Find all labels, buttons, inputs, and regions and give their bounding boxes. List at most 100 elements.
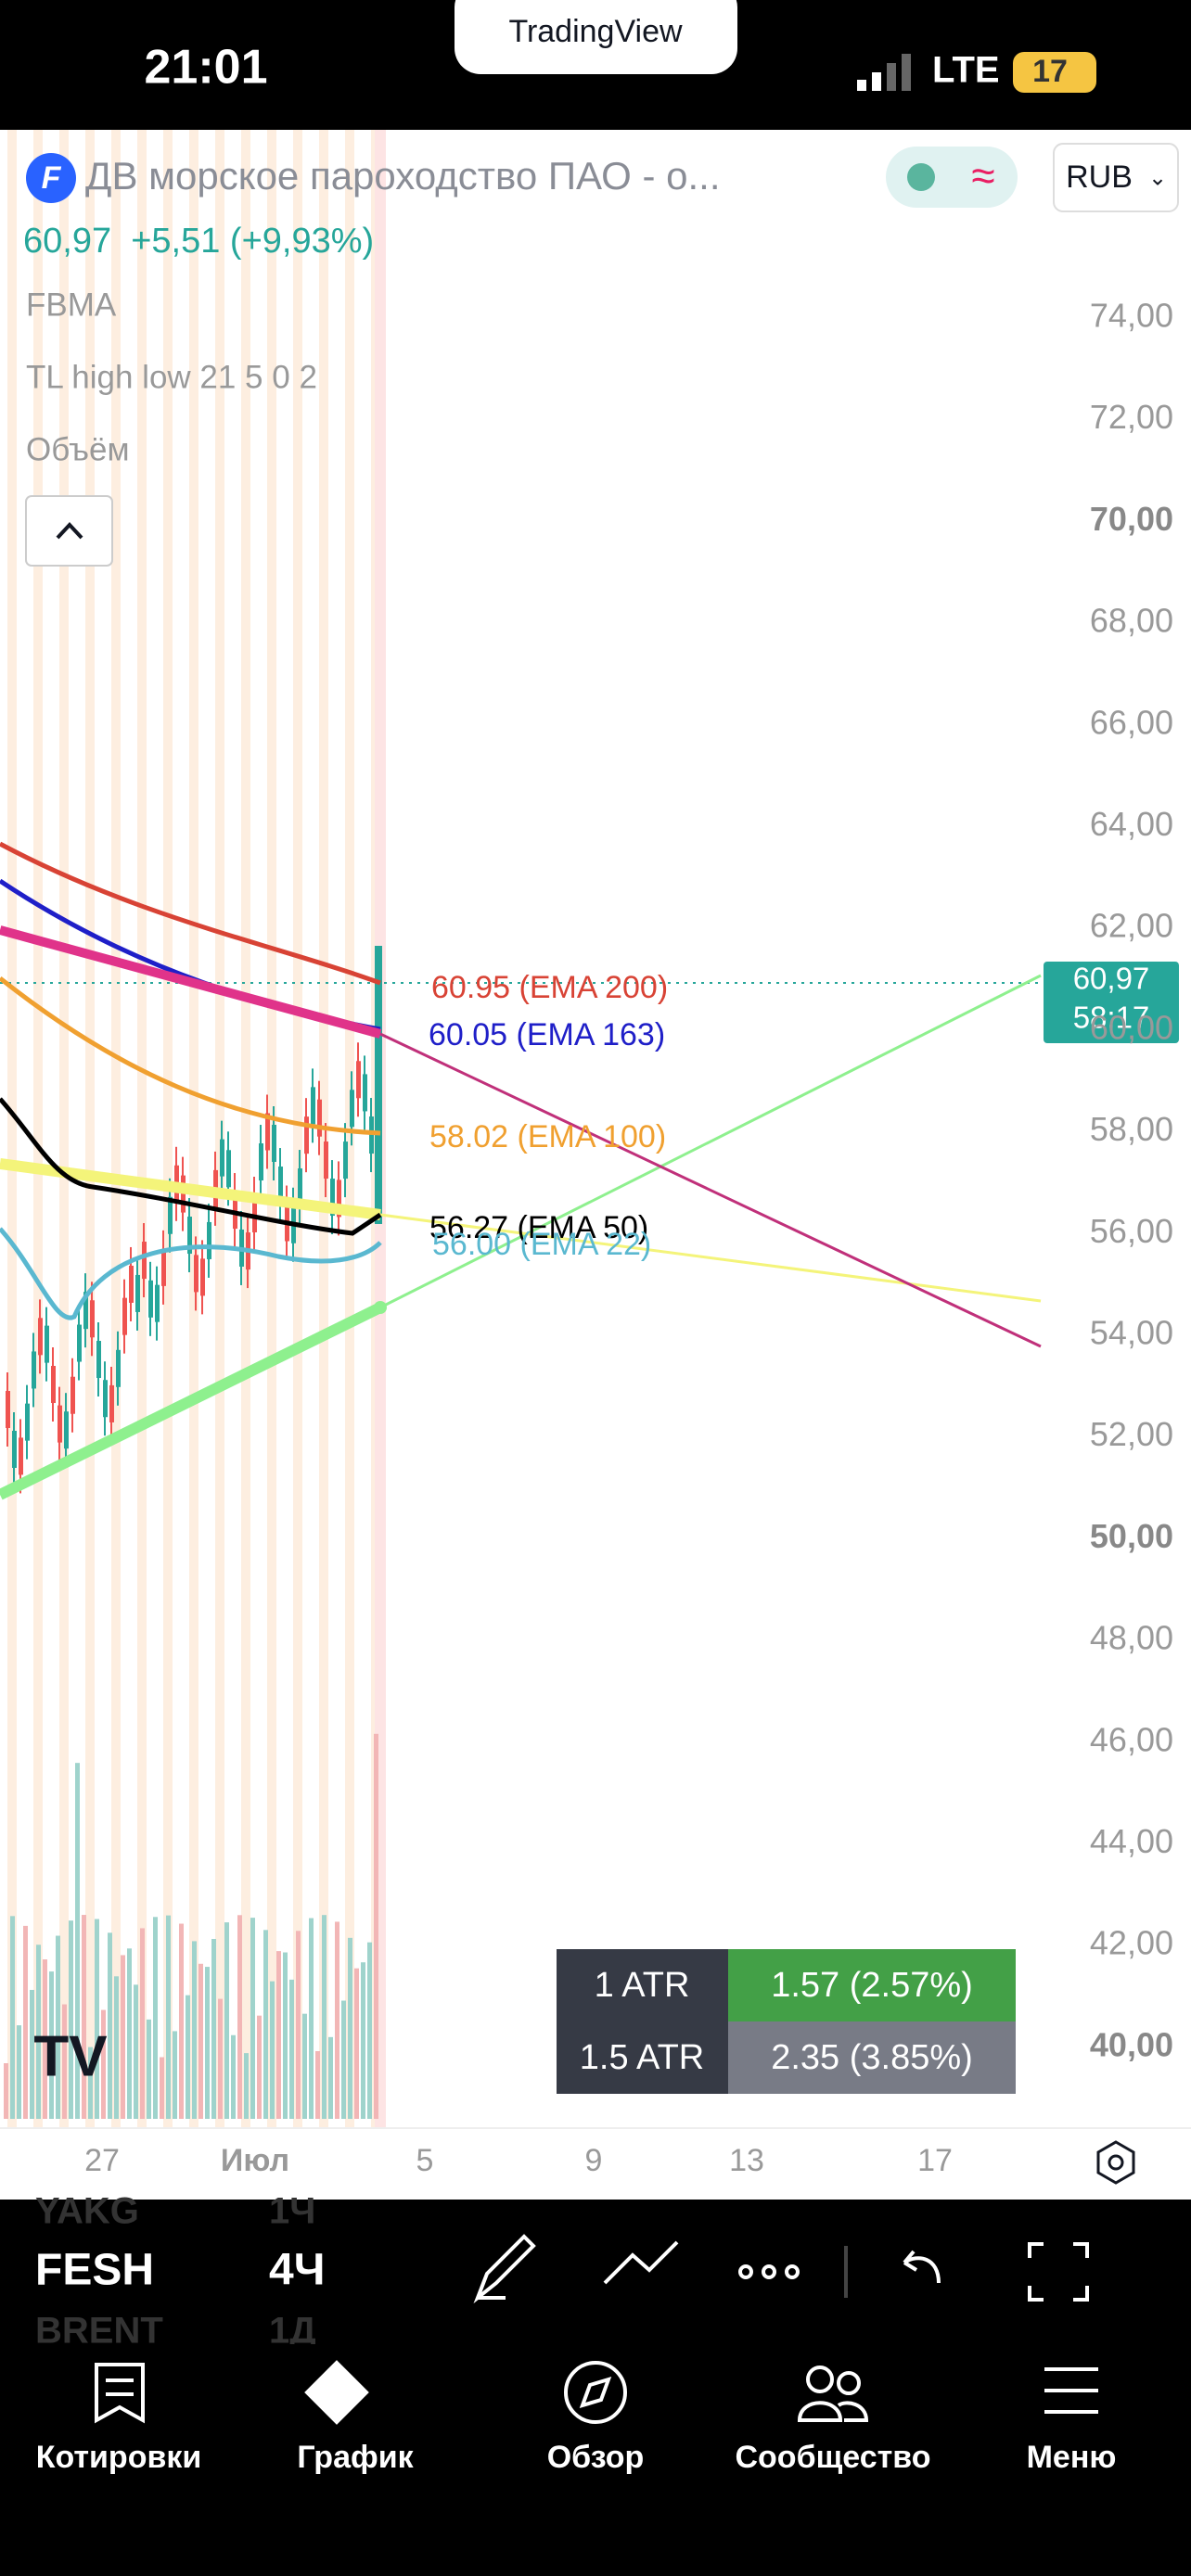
draw-tool[interactable] xyxy=(473,2234,536,2304)
nav-item[interactable]: Обзор xyxy=(547,2440,645,2475)
toolbar xyxy=(0,2200,1191,2344)
quotes-icon xyxy=(95,2363,145,2424)
price-label: 68,00 xyxy=(1090,602,1173,640)
candle-body xyxy=(51,1366,56,1404)
ema-pink-ext xyxy=(379,1032,1042,1348)
undo[interactable] xyxy=(903,2250,941,2284)
volume-bar xyxy=(218,1998,223,2119)
volume-bar xyxy=(43,1959,47,2119)
currency: RUB xyxy=(1066,159,1133,195)
atr-cell xyxy=(557,1949,728,2021)
status-toggle[interactable] xyxy=(886,147,1018,208)
currency-button[interactable] xyxy=(1053,143,1179,212)
atr-label: 1 ATR xyxy=(595,1966,690,2005)
nav-item[interactable]: Котировки xyxy=(36,2440,202,2475)
price-label: 58,00 xyxy=(1090,1110,1173,1148)
menu-icon xyxy=(1044,2367,1098,2414)
interval-current[interactable]: 4Ч xyxy=(269,2246,325,2295)
price-label: 72,00 xyxy=(1090,398,1173,436)
volume-bar xyxy=(302,2013,307,2119)
symbol-title[interactable]: ДВ морское пароходство ПАО - о... xyxy=(85,154,721,198)
volume-bar xyxy=(276,1951,281,2119)
settings-icon[interactable] xyxy=(1096,2140,1135,2185)
candle-body xyxy=(350,1090,354,1128)
price-label: 40,00 xyxy=(1090,2025,1173,2063)
more-dot[interactable] xyxy=(738,2264,753,2279)
candle-body xyxy=(324,1141,328,1180)
candle-body xyxy=(25,1403,30,1441)
trend-tool[interactable] xyxy=(603,2240,679,2285)
candle-body xyxy=(363,1074,367,1112)
candle-body xyxy=(311,1087,315,1125)
session-stripe xyxy=(293,130,302,2128)
volume-bar xyxy=(114,1976,119,2119)
volume-bar xyxy=(17,2025,21,2119)
volume-bar xyxy=(341,2000,346,2119)
volume-bar xyxy=(49,1971,54,2119)
atr-cell xyxy=(728,2021,1016,2094)
price-label: 54,00 xyxy=(1090,1314,1173,1352)
candle-body xyxy=(103,1380,108,1418)
candle-body xyxy=(142,1242,147,1280)
volume-bar xyxy=(140,1928,145,2119)
candle-body xyxy=(233,1192,237,1230)
symbol-current[interactable]: FESH xyxy=(35,2246,154,2295)
session-stripe xyxy=(189,130,198,2128)
candle-body xyxy=(272,1124,276,1162)
status-dot xyxy=(907,163,935,191)
volume-bar xyxy=(56,1935,60,2119)
time-label: 17 xyxy=(917,2143,953,2178)
ema-label: 56.27 (EMA 50) xyxy=(429,1210,648,1245)
time-label: Июл xyxy=(221,2143,289,2178)
more-dot xyxy=(762,2264,776,2279)
volume-bar xyxy=(173,2031,177,2119)
volume-bar xyxy=(121,1955,125,2119)
time-label: 9 xyxy=(585,2143,603,2178)
candle-body xyxy=(122,1297,127,1335)
candle-body xyxy=(226,1150,231,1188)
candle-body xyxy=(375,946,382,1224)
volume-bar xyxy=(367,1942,372,2119)
nav-item[interactable]: Сообщество xyxy=(735,2440,930,2475)
community-icon xyxy=(806,2366,834,2393)
chart-icon xyxy=(304,2360,369,2425)
tv-watermark: TV xyxy=(33,2024,107,2088)
atr-value: 2.35 (3.85%) xyxy=(771,2038,973,2077)
candle-body xyxy=(45,1325,49,1363)
candle-body xyxy=(200,1258,205,1296)
price-label: 74,00 xyxy=(1090,297,1173,335)
session-stripe xyxy=(241,130,250,2128)
clock: 21:01 xyxy=(145,41,268,95)
volume-bar xyxy=(328,2036,333,2119)
volume-bar xyxy=(224,1922,229,2119)
nav-item[interactable]: Меню xyxy=(1027,2440,1117,2475)
session-stripe xyxy=(163,130,173,2128)
volume-bar xyxy=(361,1962,365,2119)
interval-option[interactable]: 1Ч xyxy=(269,2191,315,2232)
price-label: 44,00 xyxy=(1090,1822,1173,1860)
volume-bar xyxy=(205,1967,210,2119)
volume-bar xyxy=(186,1995,190,2119)
symbol-option[interactable]: YAKG xyxy=(35,2191,139,2232)
volume-bar xyxy=(147,2019,151,2119)
nav-item[interactable]: График xyxy=(297,2440,414,2475)
price-label: 60,00 xyxy=(1090,1008,1173,1046)
candle-body xyxy=(252,1194,257,1232)
logo-letter: F xyxy=(42,160,62,196)
collapse-button[interactable] xyxy=(25,495,113,567)
fullscreen[interactable] xyxy=(1028,2242,1089,2302)
volume-bar xyxy=(237,1915,242,2119)
atr-cell xyxy=(557,2021,728,2094)
brand: TradingView xyxy=(508,14,683,49)
candle-body xyxy=(161,1248,166,1286)
price-label: 70,00 xyxy=(1090,500,1173,538)
candle-body xyxy=(298,1168,302,1206)
volume-bar xyxy=(127,1948,132,2119)
battery-level: 17 xyxy=(1032,54,1068,89)
session-stripe xyxy=(215,130,224,2128)
indicator: Объём xyxy=(26,431,130,467)
volume-bar xyxy=(101,2009,106,2119)
compass xyxy=(579,2376,612,2409)
